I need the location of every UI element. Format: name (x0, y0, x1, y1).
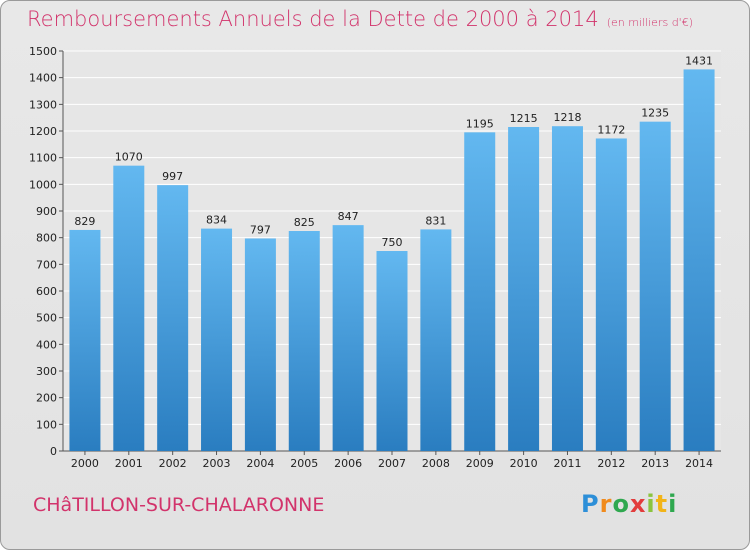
x-tick-label: 2009 (466, 457, 494, 470)
bar (420, 229, 452, 451)
x-tick-label: 2012 (597, 457, 625, 470)
logo-letter: i (668, 490, 678, 518)
x-tick-label: 2011 (553, 457, 581, 470)
bar (69, 229, 101, 451)
data-label: 1218 (553, 111, 581, 124)
bar (595, 138, 627, 451)
bar (683, 69, 715, 452)
x-tick-label: 2000 (71, 457, 99, 470)
bar (244, 238, 276, 451)
y-tick-label: 800 (36, 232, 57, 245)
proxiti-logo: Proxiti (581, 490, 677, 518)
bar (113, 165, 145, 451)
data-label: 997 (162, 170, 183, 183)
data-label: 750 (382, 236, 403, 249)
axes: 0 100 200 300 400 500 600 700 800 900 1000 1100 1200… (29, 45, 721, 470)
data-label: 829 (74, 215, 95, 228)
x-tick-label: 2005 (290, 457, 318, 470)
y-tick-label: 700 (36, 258, 57, 271)
data-label: 831 (425, 214, 446, 227)
y-tick-label: 900 (36, 205, 57, 218)
logo-letter: P (581, 490, 600, 518)
logo-letter: t (655, 490, 669, 518)
logo-letter: x (629, 490, 647, 518)
bar (157, 185, 189, 451)
y-tick-label: 200 (36, 392, 57, 405)
bar (376, 251, 408, 451)
chart-title: Remboursements Annuels de la Dette de 20… (27, 7, 693, 31)
y-tick-label: 1500 (29, 45, 57, 58)
x-tick-label: 2010 (510, 457, 538, 470)
commune-name: CHâTILLON-SUR-CHALARONNE (33, 494, 325, 516)
bar (639, 121, 671, 452)
bar (464, 132, 496, 452)
data-label: 1235 (641, 107, 669, 120)
bar (332, 225, 364, 451)
logo-letter: r (599, 490, 613, 518)
data-label: 847 (338, 210, 359, 223)
y-tick-label: 0 (50, 445, 57, 458)
y-tick-label: 600 (36, 285, 57, 298)
bars (69, 69, 715, 452)
y-tick-label: 1200 (29, 125, 57, 138)
data-label: 1195 (466, 117, 494, 130)
y-tick-label: 300 (36, 365, 57, 378)
x-tick-label: 2003 (203, 457, 231, 470)
bar (288, 231, 320, 451)
x-tick-label: 2014 (685, 457, 713, 470)
y-tick-label: 1400 (29, 72, 57, 85)
y-tick-label: 1100 (29, 152, 57, 165)
x-tick-label: 2007 (378, 457, 406, 470)
x-tick-label: 2001 (115, 457, 143, 470)
x-tick-label: 2008 (422, 457, 450, 470)
y-tick-label: 1000 (29, 178, 57, 191)
data-label: 1070 (115, 151, 143, 164)
data-label: 825 (294, 216, 315, 229)
y-tick-label: 400 (36, 338, 57, 351)
y-tick-label: 500 (36, 312, 57, 325)
title-text: Remboursements Annuels de la Dette de 20… (27, 7, 599, 31)
data-label: 834 (206, 214, 227, 227)
x-tick-label: 2006 (334, 457, 362, 470)
data-label: 1431 (685, 54, 713, 67)
x-tick-label: 2004 (246, 457, 274, 470)
y-tick-label: 1300 (29, 98, 57, 111)
y-tick-label: 100 (36, 418, 57, 431)
labels: 829 1070 997 834 797 825 847 750 831 1195 1215 1218… (74, 54, 713, 249)
data-label: 1172 (597, 123, 625, 136)
x-tick-label: 2013 (641, 457, 669, 470)
x-tick-label: 2002 (159, 457, 187, 470)
data-label: 797 (250, 223, 271, 236)
bar (508, 127, 540, 451)
logo-letter: o (612, 490, 630, 518)
logo-letter: i (646, 490, 656, 518)
bar (201, 228, 233, 451)
bar (551, 126, 583, 451)
title-unit: (en milliers d'€) (606, 16, 693, 29)
data-label: 1215 (510, 112, 538, 125)
